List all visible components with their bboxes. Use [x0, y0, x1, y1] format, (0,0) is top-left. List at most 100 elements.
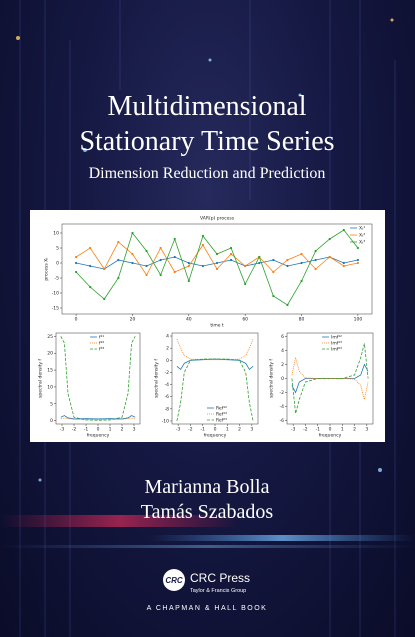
series-marker — [187, 264, 190, 268]
series-marker — [356, 258, 360, 262]
series-marker — [356, 261, 360, 265]
series-marker — [89, 264, 92, 268]
x-axis-label: time t — [210, 323, 224, 329]
y-axis-label: spectral density f — [154, 359, 160, 398]
series-marker — [74, 261, 78, 265]
series-line — [176, 358, 254, 371]
x-tick-label: 0 — [97, 427, 100, 433]
series-marker — [244, 264, 247, 268]
series-marker — [145, 264, 148, 268]
y-tick-label: 10 — [47, 384, 53, 390]
series-marker — [314, 267, 317, 271]
series-marker — [173, 270, 176, 274]
x-tick-label: 3 — [133, 427, 136, 433]
x-tick-label: -2 — [72, 427, 77, 433]
series-marker — [272, 270, 275, 274]
y-tick-label: 4 — [281, 348, 284, 354]
x-tick-label: -1 — [200, 427, 205, 433]
series-marker — [258, 261, 261, 265]
plot-frame — [55, 332, 141, 425]
legend-label: f¹¹ — [99, 335, 104, 341]
x-tick-label: -2 — [188, 427, 193, 433]
y-tick-label: -15 — [52, 306, 59, 312]
series-marker — [328, 237, 331, 241]
series-marker — [215, 267, 219, 271]
legend-label: Imf¹² — [331, 335, 342, 341]
y-tick-label: 0 — [50, 418, 53, 424]
series-line — [60, 336, 136, 421]
series-marker — [300, 252, 303, 256]
series-marker — [215, 252, 219, 256]
y-tick-label: -8 — [165, 406, 170, 412]
x-axis-label: frequency — [87, 433, 110, 439]
publisher-logo — [163, 569, 185, 591]
y-tick-label: 15 — [47, 368, 53, 374]
series-marker — [131, 261, 134, 265]
x-tick-label: -2 — [303, 427, 308, 433]
y-tick-label: -6 — [165, 394, 170, 400]
series-marker — [159, 273, 162, 277]
y-tick-label: 25 — [47, 334, 53, 340]
x-tick-label: 40 — [186, 317, 192, 323]
series-line — [60, 415, 136, 420]
series-marker — [286, 264, 289, 268]
series-marker — [342, 264, 345, 268]
x-tick-label: 1 — [226, 427, 229, 433]
x-tick-label: 100 — [354, 317, 363, 323]
series-marker — [314, 258, 317, 262]
y-tick-label: -10 — [162, 418, 169, 424]
x-axis-label: frequency — [319, 433, 342, 439]
legend-label: Ref¹² — [216, 406, 227, 412]
series-marker — [89, 246, 92, 250]
imprint: A CHAPMAN & HALL BOOK — [147, 605, 268, 612]
y-axis-label: spectral density f — [269, 359, 275, 398]
series-line — [60, 417, 136, 421]
plot-frame — [61, 223, 373, 315]
legend-label: Ref²³ — [216, 418, 227, 424]
x-tick-label: 2 — [353, 427, 356, 433]
series-line — [291, 363, 369, 394]
publisher-name: CRC Press — [190, 571, 250, 585]
y-tick-label: -4 — [165, 382, 170, 388]
series-marker — [272, 258, 275, 262]
series-marker — [342, 261, 345, 265]
series-marker — [229, 246, 233, 250]
x-tick-label: 2 — [121, 427, 124, 433]
series-marker — [300, 279, 303, 283]
series-marker — [272, 294, 275, 298]
series-marker — [229, 252, 233, 256]
legend-label: Imf²³ — [331, 347, 342, 353]
x-tick-label: 1 — [341, 427, 344, 433]
series-marker — [229, 258, 233, 262]
legend-label: Ref¹³ — [216, 412, 227, 418]
publisher-group: Taylor & Francis Group — [190, 588, 246, 594]
series-marker — [314, 249, 317, 253]
legend-label: f²² — [99, 341, 104, 347]
legend-label: f³³ — [99, 347, 104, 353]
x-tick-label: 3 — [365, 427, 368, 433]
x-tick-label: 2 — [238, 427, 241, 433]
series-marker — [201, 264, 205, 268]
series-marker — [117, 276, 120, 280]
y-tick-label: 5 — [56, 246, 59, 252]
legend-label: Imf¹³ — [331, 341, 342, 347]
y-tick-label: 0 — [166, 358, 169, 364]
x-tick-label: 3 — [250, 427, 253, 433]
series-marker — [300, 261, 303, 265]
series-line — [176, 338, 254, 361]
x-tick-label: 0 — [329, 427, 332, 433]
series-marker — [258, 255, 261, 259]
series-marker — [356, 246, 360, 250]
series-marker — [187, 279, 190, 283]
y-axis-label: process Xₜ — [44, 257, 50, 281]
x-tick-label: -3 — [60, 427, 65, 433]
legend-label: Xₜ³ — [359, 240, 365, 246]
series-marker — [159, 258, 162, 262]
x-tick-label: -1 — [84, 427, 89, 433]
title: Multidimensional — [107, 91, 306, 122]
y-axis-label: spectral density f — [38, 359, 44, 398]
y-tick-label: 10 — [53, 231, 59, 237]
title: Stationary Time Series — [79, 126, 334, 157]
subtitle: Dimension Reduction and Prediction — [89, 165, 326, 182]
